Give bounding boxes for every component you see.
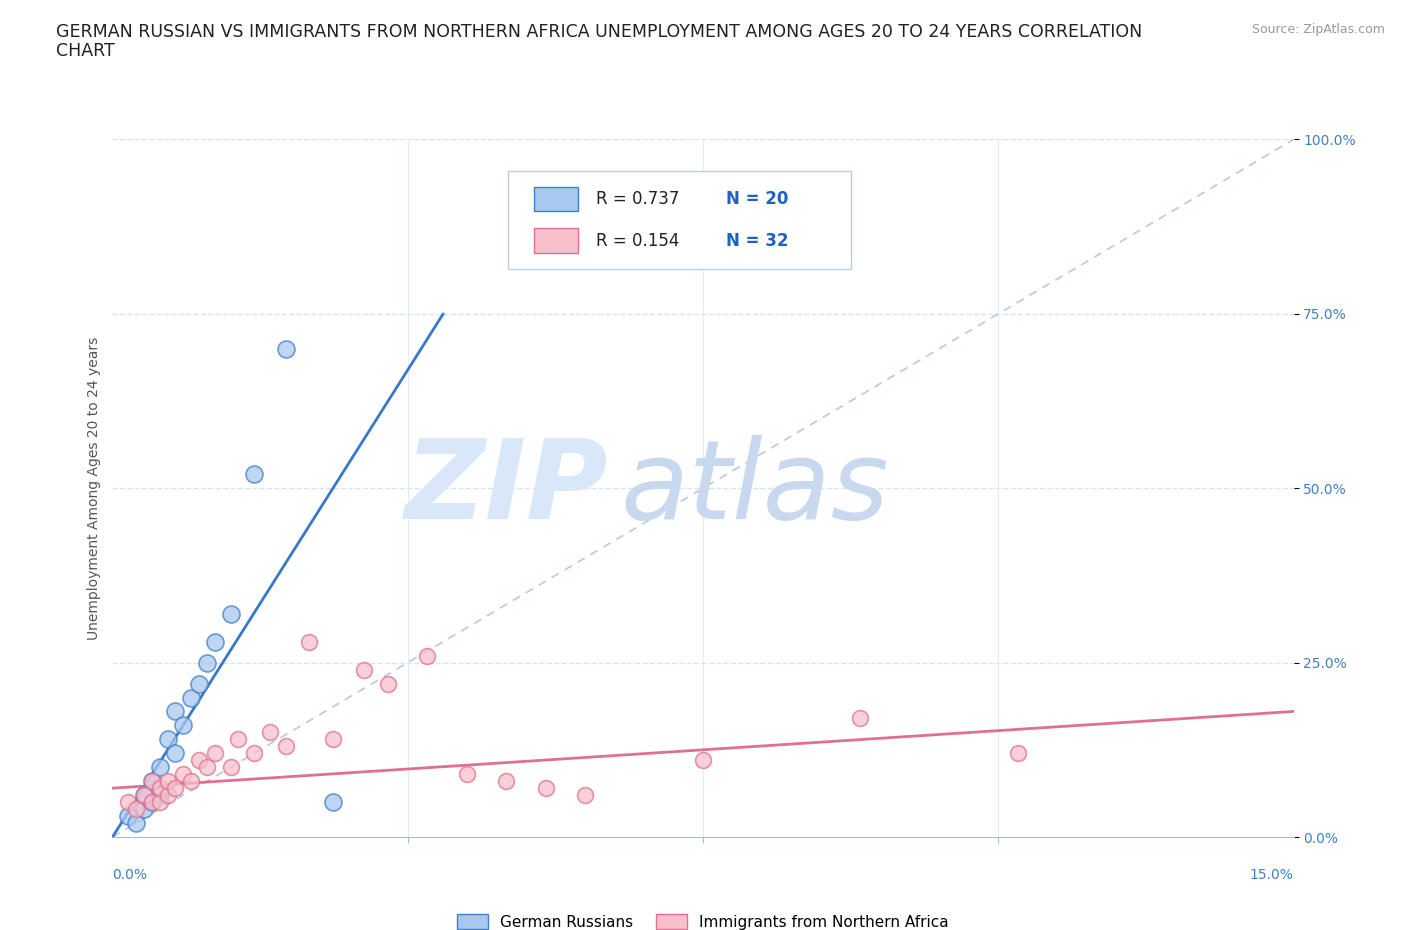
Point (195, 760, 218, 775)
Point (204, 746, 226, 761)
FancyBboxPatch shape (534, 187, 578, 211)
Text: 0.0%: 0.0% (112, 868, 148, 882)
Point (204, 634, 226, 649)
Text: R = 0.737: R = 0.737 (596, 190, 679, 207)
Point (117, 809, 139, 824)
Point (495, 774, 517, 789)
Point (165, 746, 187, 761)
Point (180, 690, 202, 705)
Point (219, 606, 242, 621)
Point (322, 732, 344, 747)
Point (141, 774, 163, 789)
Legend: German Russians, Immigrants from Northern Africa: German Russians, Immigrants from Norther… (451, 908, 955, 930)
Point (243, 746, 266, 761)
FancyBboxPatch shape (508, 171, 851, 269)
Point (172, 766, 194, 781)
Point (692, 753, 714, 768)
Point (149, 788, 172, 803)
Point (165, 704, 187, 719)
Point (156, 788, 179, 803)
Point (416, 648, 439, 663)
Point (188, 676, 211, 691)
Point (456, 766, 478, 781)
Point (228, 732, 250, 747)
Point (298, 634, 321, 649)
Text: ZIP: ZIP (405, 434, 609, 542)
Point (156, 732, 179, 747)
Point (149, 781, 172, 796)
Point (132, 802, 155, 817)
Point (274, 341, 297, 356)
Point (141, 794, 163, 809)
Text: N = 20: N = 20 (725, 190, 789, 207)
Point (322, 794, 344, 809)
Text: R = 0.154: R = 0.154 (596, 232, 679, 249)
FancyBboxPatch shape (534, 229, 578, 253)
Text: Source: ZipAtlas.com: Source: ZipAtlas.com (1251, 23, 1385, 36)
Point (141, 794, 163, 809)
Point (849, 711, 872, 725)
Point (259, 725, 281, 740)
Point (574, 788, 596, 803)
Text: atlas: atlas (620, 434, 889, 542)
Point (353, 662, 375, 677)
Point (219, 760, 242, 775)
Point (1007, 746, 1029, 761)
Point (274, 738, 297, 753)
Point (165, 781, 187, 796)
Text: CHART: CHART (56, 42, 115, 60)
Point (188, 753, 211, 768)
Text: GERMAN RUSSIAN VS IMMIGRANTS FROM NORTHERN AFRICA UNEMPLOYMENT AMONG AGES 20 TO : GERMAN RUSSIAN VS IMMIGRANTS FROM NORTHE… (56, 23, 1143, 41)
Point (125, 802, 148, 817)
Point (172, 718, 194, 733)
Point (141, 774, 163, 789)
Y-axis label: Unemployment Among Ages 20 to 24 years: Unemployment Among Ages 20 to 24 years (87, 337, 101, 640)
Text: N = 32: N = 32 (725, 232, 789, 249)
Point (132, 788, 155, 803)
Point (149, 794, 172, 809)
Point (377, 676, 399, 691)
Point (125, 816, 148, 830)
Point (117, 794, 139, 809)
Point (132, 788, 155, 803)
Point (243, 467, 266, 482)
Point (156, 774, 179, 789)
Point (180, 774, 202, 789)
Point (534, 781, 557, 796)
Text: 15.0%: 15.0% (1250, 868, 1294, 882)
Point (149, 760, 172, 775)
Point (195, 655, 218, 670)
